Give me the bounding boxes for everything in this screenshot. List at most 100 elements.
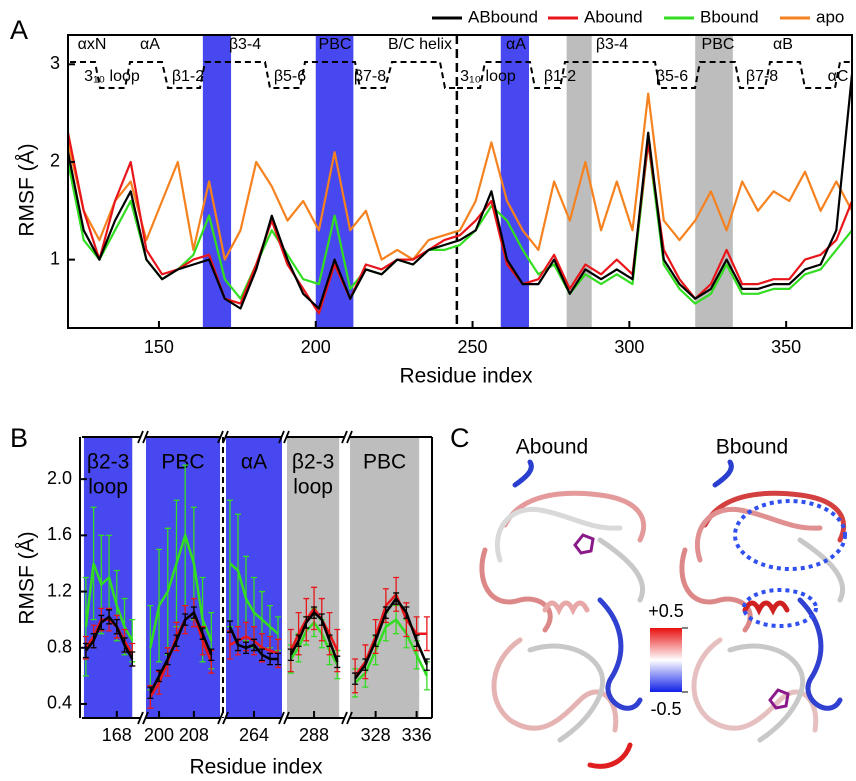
x-tick-label: 250 bbox=[458, 337, 488, 357]
annotation: αxN bbox=[78, 36, 107, 53]
x-tick-label: 288 bbox=[299, 725, 329, 745]
ribbon bbox=[502, 490, 647, 543]
ribbon bbox=[491, 637, 619, 733]
highlight-band bbox=[202, 35, 232, 328]
y-tick-label: 2.0 bbox=[47, 468, 72, 488]
series-line bbox=[84, 615, 134, 660]
series-group bbox=[68, 73, 852, 315]
y-tick-label: 1.6 bbox=[47, 524, 72, 544]
series-line bbox=[354, 617, 429, 684]
y-axis-label: RMSF (Å) bbox=[16, 531, 39, 624]
highlight-band bbox=[500, 35, 529, 328]
series-line bbox=[229, 562, 279, 635]
ribbon bbox=[702, 490, 847, 543]
series-line bbox=[68, 92, 852, 261]
series-line bbox=[68, 141, 852, 305]
y-tick-label: 0.8 bbox=[47, 637, 72, 657]
annotation: 3₁₀ loop bbox=[84, 68, 140, 85]
annotation: PBC bbox=[702, 36, 735, 53]
y-axis-label: RMSF (Å) bbox=[16, 143, 39, 236]
band-label: loop bbox=[293, 476, 333, 499]
annotation: αA bbox=[506, 36, 526, 53]
y-tick-label: 1 bbox=[50, 248, 60, 268]
y-tick-label: 2 bbox=[50, 151, 60, 171]
series-line bbox=[149, 610, 213, 694]
colorbar-tick-label: +0.5 bbox=[648, 601, 684, 621]
axis-break bbox=[137, 430, 149, 444]
y-tick-label: 1.2 bbox=[47, 580, 72, 600]
y-tick-label: 3 bbox=[50, 53, 60, 73]
x-tick-label: 350 bbox=[771, 337, 801, 357]
panel-label: B bbox=[10, 423, 28, 453]
axis-break bbox=[217, 711, 229, 725]
x-tick-label: 336 bbox=[402, 725, 432, 745]
ribbon bbox=[542, 600, 590, 616]
ribbon bbox=[797, 537, 846, 603]
x-tick-label: 200 bbox=[144, 725, 174, 745]
series-line bbox=[228, 626, 278, 661]
band-label: PBC bbox=[161, 451, 204, 474]
highlight-band bbox=[146, 437, 220, 718]
protein-structure bbox=[479, 459, 647, 769]
colorbar-tick-label: -0.5 bbox=[650, 699, 681, 719]
colorbar bbox=[650, 628, 682, 692]
x-tick-label: 264 bbox=[239, 725, 269, 745]
ribbon bbox=[797, 597, 843, 711]
x-tick-label: 328 bbox=[361, 725, 391, 745]
series-line bbox=[149, 531, 213, 649]
annotation: PBC bbox=[319, 36, 352, 53]
structure-title: Bbound bbox=[716, 436, 788, 459]
panel-c: C Abound Bbound bbox=[450, 423, 847, 769]
structure-title: Abound bbox=[516, 436, 588, 459]
legend-label: ABbound bbox=[468, 7, 538, 26]
annotation: αA bbox=[140, 36, 160, 53]
ribbon bbox=[679, 547, 753, 633]
annotation: β3-4 bbox=[596, 36, 628, 53]
highlight-band bbox=[315, 35, 354, 328]
x-tick-label: 200 bbox=[301, 337, 331, 357]
annotation: β3-4 bbox=[229, 36, 261, 53]
ribbon bbox=[527, 643, 606, 743]
x-tick-label: 208 bbox=[179, 725, 209, 745]
y-tick-label: 0.4 bbox=[47, 693, 72, 713]
ribbon bbox=[512, 459, 534, 488]
ribbon bbox=[727, 643, 806, 743]
ribbon bbox=[742, 600, 790, 616]
highlight-band bbox=[287, 437, 340, 718]
x-axis-label: Residue index bbox=[189, 756, 323, 779]
legend-label: Abound bbox=[584, 7, 643, 26]
ribbon bbox=[691, 637, 819, 733]
panel-label: A bbox=[10, 15, 28, 45]
annotation: β1-2 bbox=[544, 68, 576, 85]
axis-break bbox=[278, 430, 290, 444]
band-label: loop bbox=[88, 476, 128, 499]
ribbon bbox=[694, 506, 823, 563]
annotation: αC bbox=[828, 68, 849, 85]
axis-break bbox=[341, 711, 353, 725]
band-label: αA bbox=[241, 451, 267, 474]
annotation: 3₁₀ loop bbox=[460, 68, 516, 85]
x-axis-label: Residue index bbox=[399, 365, 533, 388]
annotation: β5-6 bbox=[656, 68, 688, 85]
annotation: β7-8 bbox=[746, 68, 778, 85]
x-tick-label: 300 bbox=[614, 337, 644, 357]
x-tick-label: 168 bbox=[102, 725, 132, 745]
ribbon bbox=[587, 742, 633, 769]
legend-label: apo bbox=[816, 7, 844, 26]
ribbon bbox=[712, 459, 734, 488]
band-label: PBC bbox=[363, 451, 406, 474]
highlight-band bbox=[350, 437, 420, 718]
series-line bbox=[68, 132, 852, 315]
annotation: B/C helix bbox=[388, 36, 452, 53]
secondary-structure-trace bbox=[70, 61, 852, 89]
panel-a: 150 200 250 300 350 1 2 3 ABbound Abound Bbound apo bbox=[50, 7, 853, 357]
series-line bbox=[68, 73, 852, 310]
ribbon bbox=[494, 506, 623, 563]
annotation: β7-8 bbox=[354, 68, 386, 85]
band-label: β2-3 bbox=[292, 451, 334, 474]
axis-break bbox=[137, 711, 149, 725]
panel-label: C bbox=[450, 423, 470, 453]
